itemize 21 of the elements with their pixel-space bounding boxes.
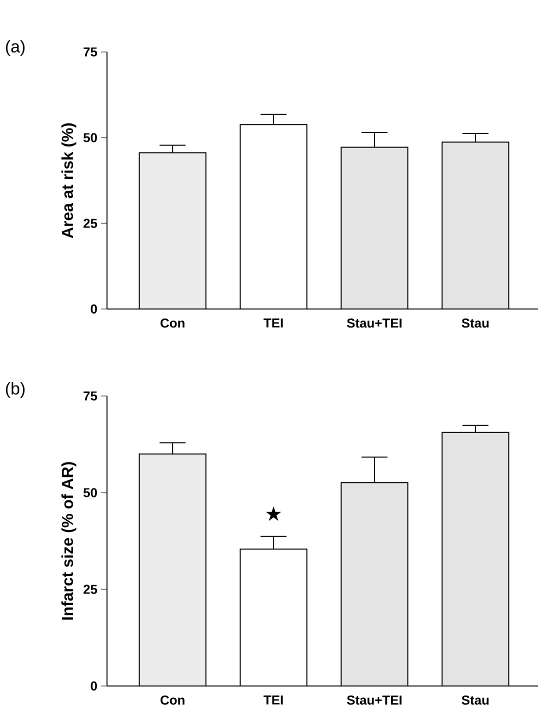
y-tick-label: 25 [84, 584, 98, 594]
y-tick-label: 75 [84, 391, 98, 401]
chart-title: (b) [6, 382, 25, 398]
chart-title: (a) [6, 40, 25, 56]
x-tick-label: TEI [264, 318, 283, 328]
y-tick-label: 75 [84, 47, 98, 57]
y-tick-label: 0 [90, 681, 97, 691]
y-tick-label: 50 [83, 488, 97, 498]
x-tick-label: TEI [264, 696, 283, 704]
annotation: ★ [266, 506, 282, 521]
x-tick-label: Con [160, 318, 184, 328]
y-axis-title: Infarct size (% of AR) [61, 462, 76, 620]
x-tick-label: Stau [462, 318, 489, 328]
x-tick-label: Stau+TEI [346, 696, 402, 705]
x-tick-label: Con [160, 696, 184, 705]
x-tick-label: Stau+TEI [346, 318, 402, 328]
y-axis-title: Area at risk (%) [61, 123, 76, 238]
y-tick-label: 0 [90, 304, 97, 314]
y-tick-label: 25 [84, 218, 98, 228]
y-tick-label: 50 [83, 133, 97, 142]
x-tick-label: Stau [462, 696, 489, 705]
